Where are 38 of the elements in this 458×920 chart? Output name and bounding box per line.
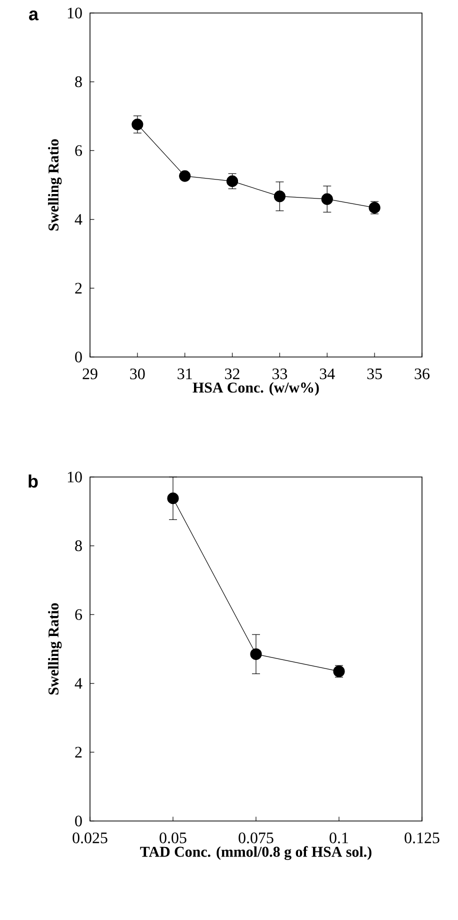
y-tick-label: 8 (75, 76, 82, 88)
point (250, 648, 262, 660)
y-axis-title: Swelling Ratio (48, 603, 62, 694)
y-tick-label: 2 (75, 746, 82, 758)
x-tick-label: 0.1 (330, 832, 348, 844)
y-tick-label: 4 (74, 214, 82, 225)
x-tick-label: 29 (82, 368, 98, 380)
y-tick-label: 2 (75, 282, 82, 294)
point (321, 193, 333, 205)
point (179, 170, 191, 182)
x-tick-label: 34 (320, 368, 335, 380)
chart-title: a (29, 10, 39, 20)
x-tick-label: 33 (272, 368, 288, 380)
x-tick-label: 36 (414, 368, 430, 380)
point (226, 175, 238, 188)
x-tick-label: 0.125 (404, 832, 440, 844)
y-tick-label: 8 (75, 540, 82, 552)
y-tick-label: 10 (68, 8, 82, 18)
point (274, 190, 286, 202)
x-tick-label: 30 (130, 368, 145, 380)
y-tick-label: 10 (68, 472, 82, 482)
point (167, 492, 179, 504)
point (132, 118, 144, 130)
x-tick-label: 0.05 (160, 832, 186, 844)
y-tick-label: 6 (75, 145, 82, 156)
x-axis-title: TAD Conc. (mmol/0.8 g of HSA sol.) (140, 846, 372, 860)
y-tick-label: 4 (74, 678, 82, 689)
y-tick-label: 0 (75, 816, 82, 826)
chart-title: b (28, 474, 38, 488)
x-axis-title: HSA Conc. (w/w%) (192, 382, 319, 396)
y-tick-label: 6 (75, 609, 82, 620)
x-tick-label: 32 (225, 368, 240, 380)
y-axis-title: Swelling Ratio (48, 139, 62, 230)
x-tick-label: 31 (178, 368, 192, 380)
x-tick-label: 35 (367, 368, 382, 380)
y-tick-label: 0 (75, 352, 82, 362)
x-tick-label: 0.075 (238, 832, 274, 844)
x-tick-label: 0.025 (72, 832, 108, 844)
